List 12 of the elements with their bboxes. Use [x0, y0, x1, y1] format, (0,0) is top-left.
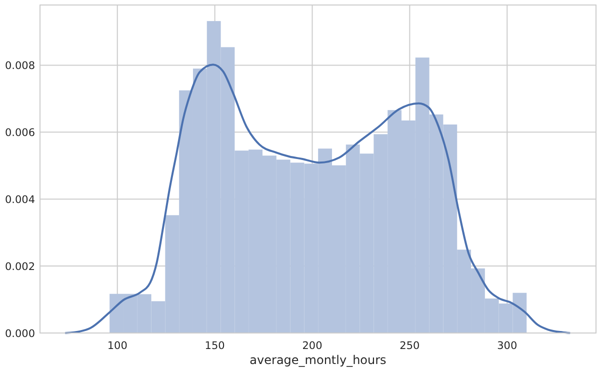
x-tick-label: 300 — [497, 340, 518, 352]
x-axis-title: average_montly_hours — [250, 353, 386, 367]
y-tick-label: 0.008 — [4, 60, 35, 72]
y-tick-label: 0.006 — [4, 127, 36, 140]
line-series — [64, 64, 570, 334]
y-tick-label: 0.004 — [4, 194, 36, 206]
y-tick-label: 0.000 — [4, 328, 35, 340]
x-tick-label: 100 — [107, 340, 128, 352]
x-tick-label: 150 — [204, 340, 225, 352]
y-tick-label: 0.002 — [4, 261, 35, 274]
x-tick-label: 250 — [400, 340, 420, 352]
x-tick-label: 200 — [302, 340, 322, 352]
